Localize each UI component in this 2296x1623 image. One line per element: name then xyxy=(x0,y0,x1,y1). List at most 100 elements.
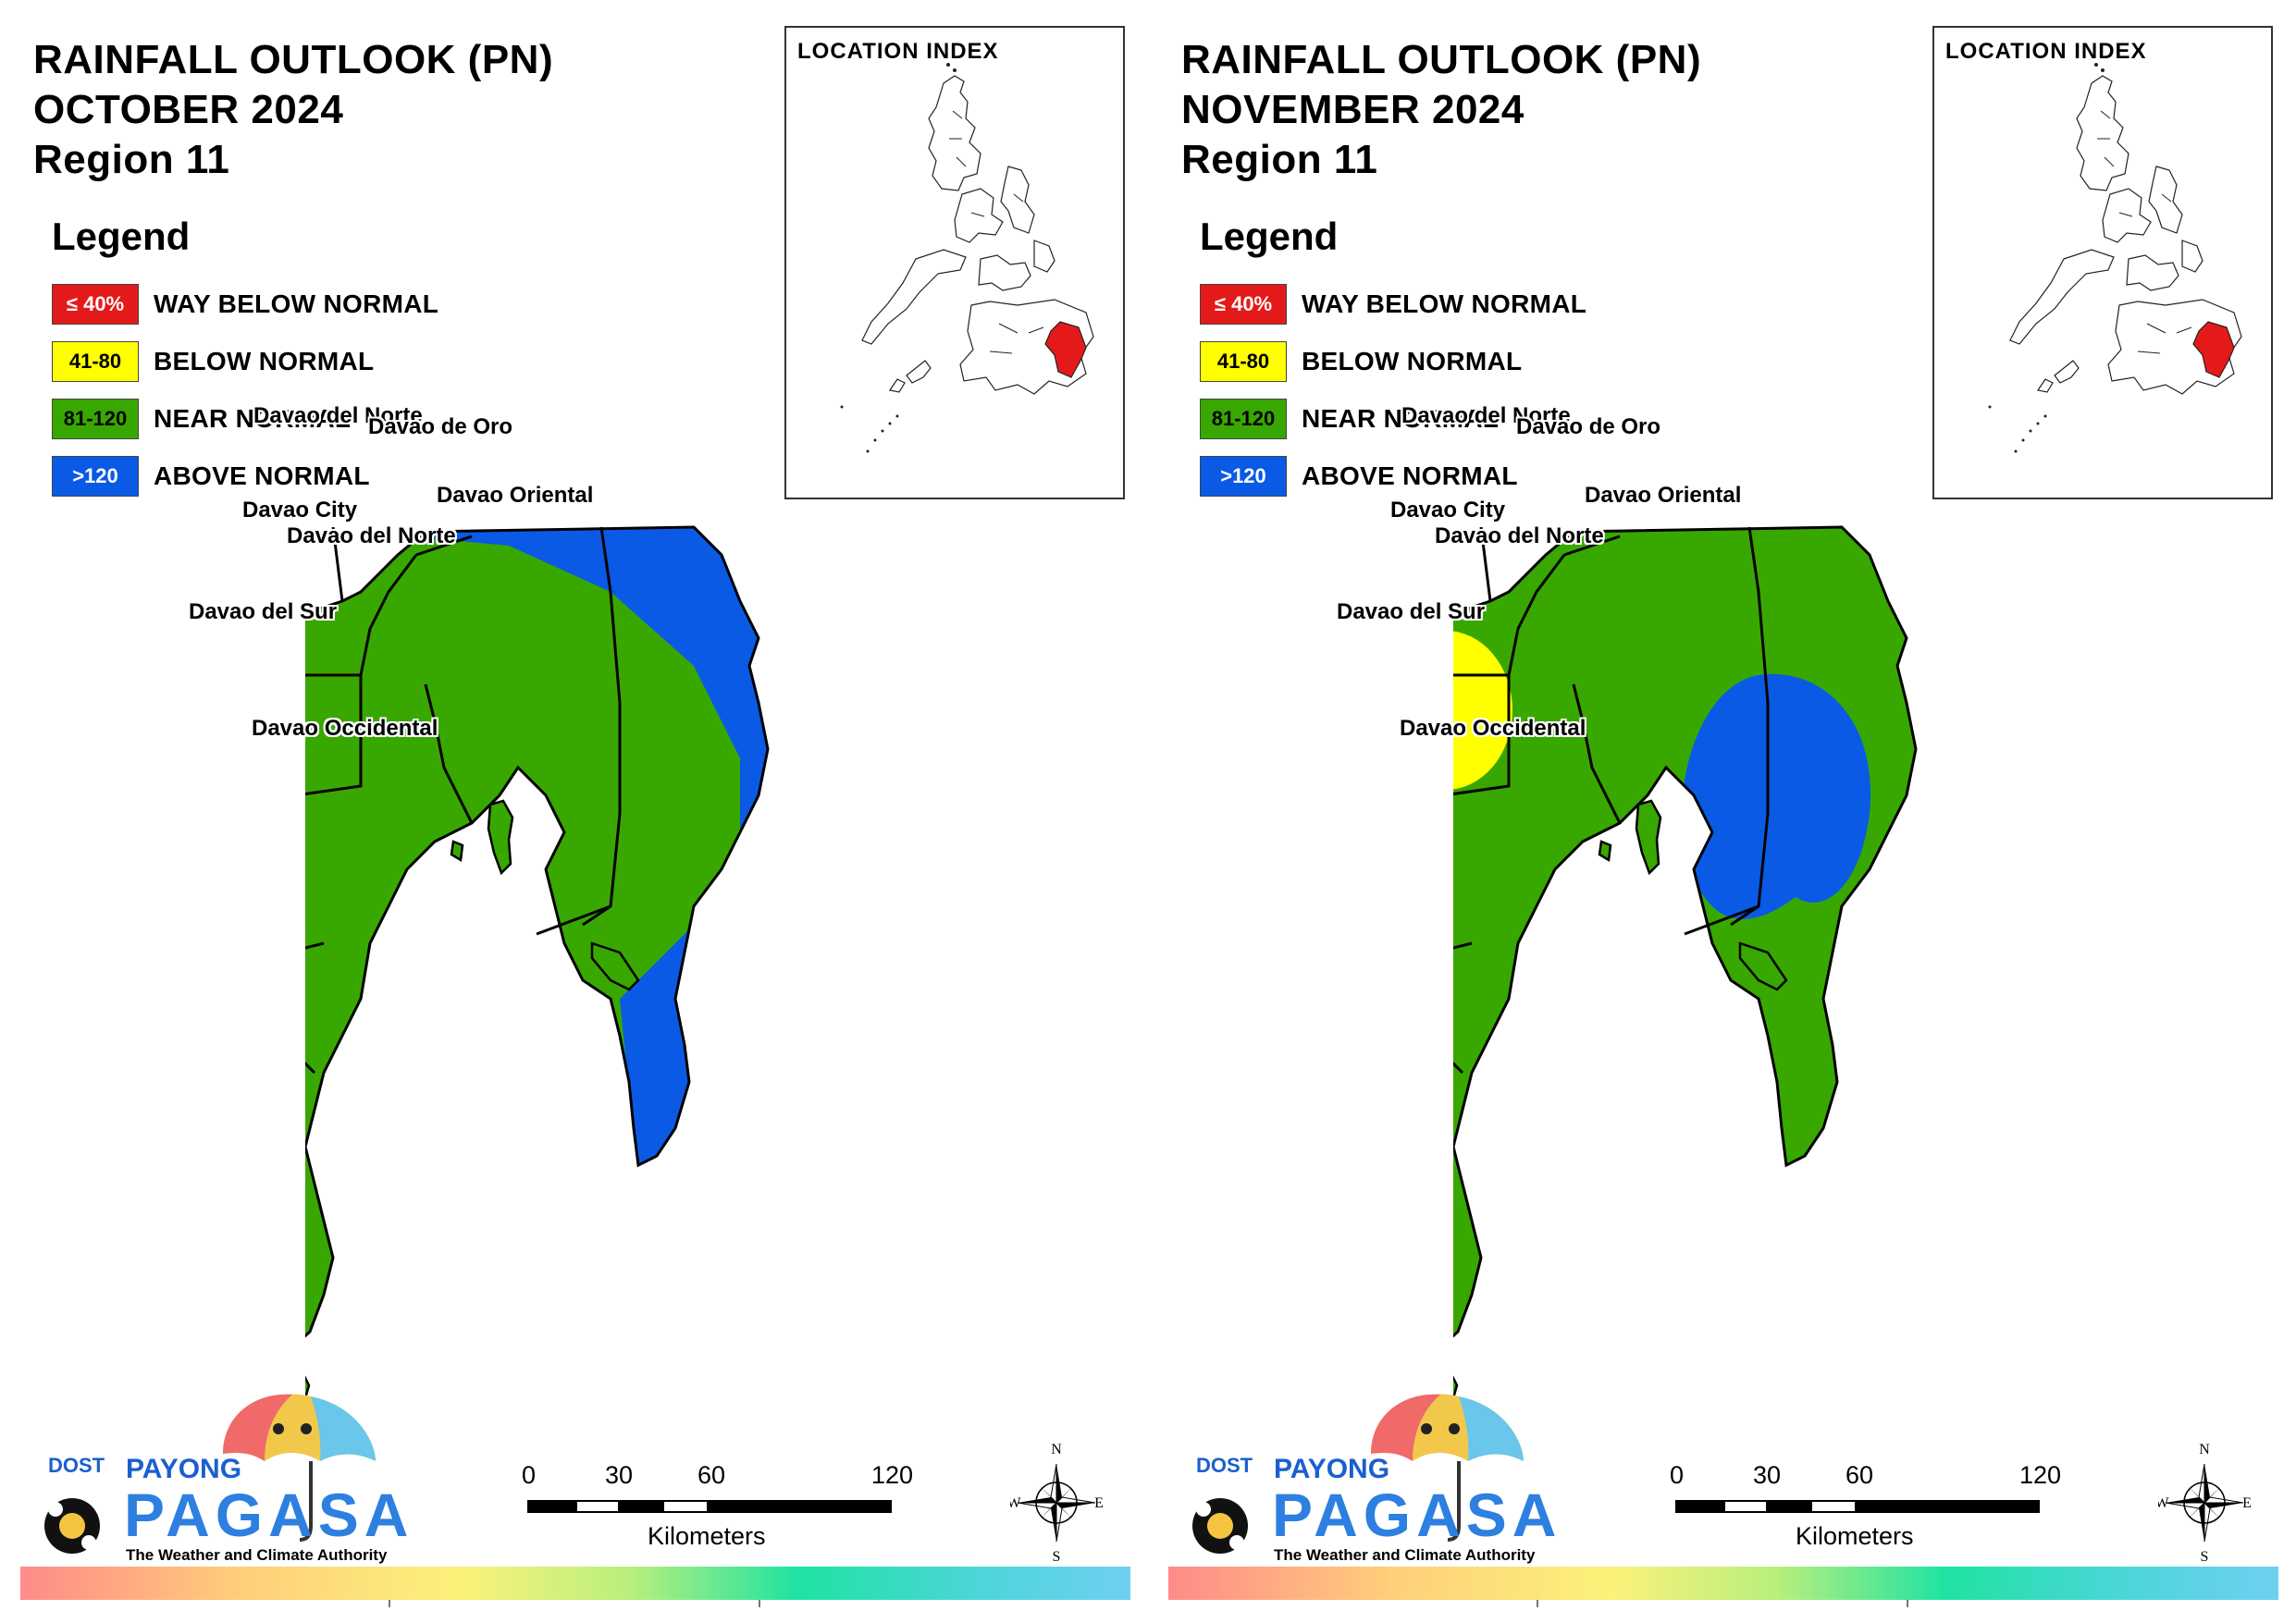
legend-item-way-below: ≤ 40% WAY BELOW NORMAL xyxy=(52,276,438,333)
scale-segment xyxy=(662,1500,709,1513)
scale-tick: 0 xyxy=(1670,1461,1685,1489)
label-davao-oriental: Davao Oriental xyxy=(437,483,594,508)
compass-e: E xyxy=(1094,1495,1103,1511)
legend-label: ABOVE NORMAL xyxy=(1302,461,1518,490)
scale-tick: 120 xyxy=(871,1461,914,1489)
legend-item-above: >120 ABOVE NORMAL xyxy=(52,448,438,505)
scale-segment xyxy=(1766,1500,1812,1513)
region-11-rainfall-map xyxy=(1453,525,1918,1401)
legend-label: NEAR NORMAL xyxy=(154,404,352,433)
map-title: RAINFALL OUTLOOK (PN) OCTOBER 2024 Regio… xyxy=(33,35,553,185)
legend-swatch: 81-120 xyxy=(52,399,139,439)
label-davao-del-sur: Davao del Sur xyxy=(1337,599,1486,624)
map-title: RAINFALL OUTLOOK (PN) NOVEMBER 2024 Regi… xyxy=(1181,35,1701,185)
legend-item-near: 81-120 NEAR NORMAL xyxy=(1200,390,1586,448)
pagasa-tagline: The Weather and Climate Authority xyxy=(126,1546,388,1564)
compass-e: E xyxy=(2242,1495,2251,1511)
compass-s: S xyxy=(1053,1549,1061,1563)
compass-rose-icon: N S E W xyxy=(2154,1442,2251,1565)
payong-pagasa-logo: DOST PAYONG PAGASA The Weather and Clima… xyxy=(1181,1387,1556,1572)
location-index: LOCATION INDEX xyxy=(784,26,1125,499)
scale-segment xyxy=(1723,1500,1768,1513)
payong-pagasa-logo: DOST PAYONG PAGASA The Weather and Clima… xyxy=(33,1387,408,1572)
scale-unit: Kilometers xyxy=(648,1522,766,1550)
legend-item-above: >120 ABOVE NORMAL xyxy=(1200,448,1586,505)
footer-gradient-bar xyxy=(1168,1567,2278,1607)
legend-label: WAY BELOW NORMAL xyxy=(1302,289,1587,318)
legend-swatch: 41-80 xyxy=(1200,341,1287,382)
pagasa-label: PAGASA xyxy=(124,1481,414,1549)
scale-segment xyxy=(1810,1500,1857,1513)
footer-divider xyxy=(1907,1600,1908,1607)
philippines-outline-map xyxy=(840,63,1094,453)
label-davao-del-sur: Davao del Sur xyxy=(189,599,338,624)
outlook-panel-november: RAINFALL OUTLOOK (PN) NOVEMBER 2024 Regi… xyxy=(1148,0,2296,1623)
legend-heading: Legend xyxy=(52,215,191,258)
label-davao-del-norte-2: Davao del Norte xyxy=(287,523,456,548)
legend-swatch: >120 xyxy=(52,456,139,497)
scale-tick: 30 xyxy=(605,1461,634,1489)
legend-label: NEAR NORMAL xyxy=(1302,404,1500,433)
label-davao-city: Davao City xyxy=(242,498,358,523)
legend-label: BELOW NORMAL xyxy=(1302,347,1523,375)
footer-divider xyxy=(389,1600,390,1607)
title-line-2: NOVEMBER 2024 xyxy=(1181,87,1524,132)
legend-label: WAY BELOW NORMAL xyxy=(154,289,439,318)
legend-swatch: 41-80 xyxy=(52,341,139,382)
label-davao-del-norte: Davao del Norte xyxy=(253,403,423,428)
compass-w: W xyxy=(2158,1495,2169,1511)
scale-bar: 0 30 60 120 Kilometers xyxy=(522,1461,913,1554)
payong-label: PAYONG xyxy=(1274,1454,1390,1484)
scale-segment xyxy=(707,1500,892,1513)
compass-n: N xyxy=(1051,1443,1062,1457)
compass-rose-icon: N S E W xyxy=(1006,1442,1103,1565)
pagasa-label: PAGASA xyxy=(1272,1481,1562,1549)
footer-divider xyxy=(1537,1600,1538,1607)
legend-label: BELOW NORMAL xyxy=(154,347,375,375)
scale-segment xyxy=(1855,1500,2040,1513)
footer-divider xyxy=(759,1600,760,1607)
umbrella-icon xyxy=(44,1394,376,1554)
location-index-title: LOCATION INDEX xyxy=(797,39,999,64)
legend-swatch: ≤ 40% xyxy=(52,284,139,325)
pagasa-tagline: The Weather and Climate Authority xyxy=(1274,1546,1536,1564)
outlook-panel-october: RAINFALL OUTLOOK (PN) OCTOBER 2024 Regio… xyxy=(20,26,1130,1607)
payong-label: PAYONG xyxy=(126,1454,242,1484)
compass-s: S xyxy=(2201,1549,2209,1563)
title-line-3: Region 11 xyxy=(1181,137,1378,182)
label-davao-occidental: Davao Occidental xyxy=(252,716,438,741)
scale-tick: 60 xyxy=(1845,1461,1874,1489)
label-davao-city: Davao City xyxy=(1390,498,1506,523)
location-index: LOCATION INDEX xyxy=(1932,26,2273,499)
dost-label: DOST xyxy=(1196,1454,1253,1477)
dost-label: DOST xyxy=(48,1454,105,1477)
legend-heading: Legend xyxy=(1200,215,1339,258)
scale-tick: 60 xyxy=(697,1461,726,1489)
label-davao-del-norte: Davao del Norte xyxy=(1401,403,1571,428)
scale-tick: 0 xyxy=(522,1461,537,1489)
legend-item-below: 41-80 BELOW NORMAL xyxy=(52,333,438,390)
compass-n: N xyxy=(2199,1443,2210,1457)
legend-item-near: 81-120 NEAR NORMAL xyxy=(52,390,438,448)
title-line-1: RAINFALL OUTLOOK (PN) xyxy=(1181,37,1702,82)
legend-swatch: ≤ 40% xyxy=(1200,284,1287,325)
footer-gradient-bar xyxy=(20,1567,1130,1607)
scale-bar: 0 30 60 120 Kilometers xyxy=(1670,1461,2061,1554)
scale-segment xyxy=(575,1500,620,1513)
legend: Legend ≤ 40% WAY BELOW NORMAL 41-80 BELO… xyxy=(1200,215,1586,505)
legend-label: ABOVE NORMAL xyxy=(154,461,370,490)
location-index-title: LOCATION INDEX xyxy=(1945,39,2147,64)
scale-segment xyxy=(527,1500,577,1513)
scale-tick: 30 xyxy=(1753,1461,1782,1489)
label-davao-oriental: Davao Oriental xyxy=(1585,483,1742,508)
title-line-3: Region 11 xyxy=(33,137,230,182)
label-davao-occidental: Davao Occidental xyxy=(1400,716,1586,741)
philippines-outline-map xyxy=(1988,63,2242,453)
north-arrow: N S E W xyxy=(2154,1442,2251,1568)
title-line-2: OCTOBER 2024 xyxy=(33,87,344,132)
legend-item-below: 41-80 BELOW NORMAL xyxy=(1200,333,1586,390)
legend: Legend ≤ 40% WAY BELOW NORMAL 41-80 BELO… xyxy=(52,215,438,505)
label-davao-de-oro: Davao de Oro xyxy=(368,414,513,439)
legend-swatch: 81-120 xyxy=(1200,399,1287,439)
title-line-1: RAINFALL OUTLOOK (PN) xyxy=(33,37,554,82)
